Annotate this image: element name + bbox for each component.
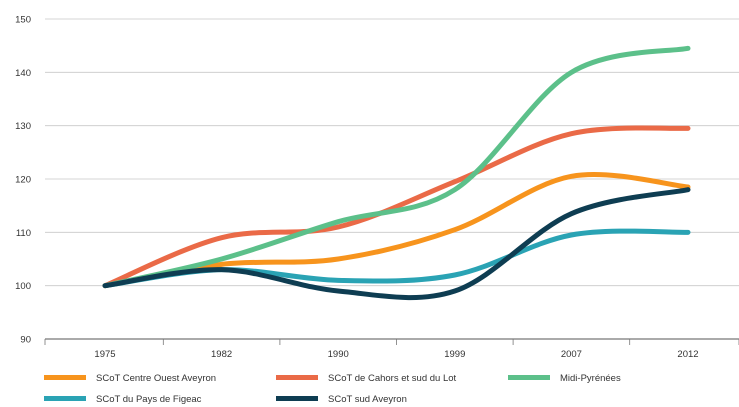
series-line-1	[102, 125, 691, 289]
grid-lines	[45, 18, 739, 340]
series-line-2	[102, 45, 691, 289]
y-tick-label: 140	[15, 68, 31, 79]
y-tick-label: 110	[16, 228, 31, 239]
x-axis: 1975 1982 1990 1999 2007 2012	[44, 338, 739, 360]
legend-swatch	[508, 375, 550, 380]
y-tick-label: 130	[15, 121, 31, 132]
x-tick-label: 2007	[561, 349, 582, 360]
y-tick-label: 90	[20, 335, 31, 346]
x-tick-label: 1999	[444, 349, 465, 360]
legend-label: SCoT du Pays de Figeac	[96, 394, 202, 405]
legend-label: Midi-Pyrénées	[560, 373, 621, 384]
series-line-4	[102, 187, 691, 301]
legend-swatch	[276, 375, 318, 380]
legend-swatch	[44, 396, 86, 401]
legend-swatch	[276, 396, 318, 401]
x-tick-label: 1982	[211, 349, 232, 360]
y-axis: 90 100 110 120 130 140 150	[15, 15, 31, 346]
legend-label: SCoT Centre Ouest Aveyron	[96, 373, 216, 384]
y-tick-label: 150	[15, 15, 31, 26]
legend-label: SCoT de Cahors et sud du Lot	[328, 373, 457, 384]
y-tick-label: 100	[15, 281, 31, 292]
x-tick-label: 1975	[94, 349, 115, 360]
series-line-3	[102, 228, 691, 289]
legend: SCoT Centre Ouest Aveyron SCoT de Cahors …	[44, 373, 621, 405]
plot-area	[102, 45, 691, 301]
series-line-0	[102, 172, 691, 289]
y-tick-label: 120	[15, 175, 31, 186]
legend-swatch	[44, 375, 86, 380]
x-tick-label: 2012	[677, 349, 698, 360]
x-tick-label: 1990	[328, 349, 349, 360]
legend-label: SCoT sud Aveyron	[328, 394, 407, 405]
